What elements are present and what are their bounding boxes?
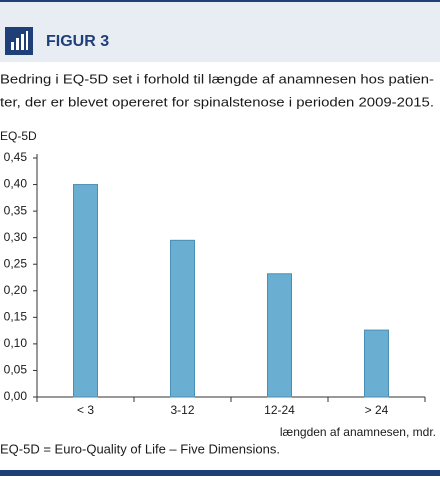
x-tick-label: < 3 (77, 403, 94, 417)
footnote: EQ-5D = Euro-Quality of Life – Five Dime… (0, 441, 280, 456)
y-tick-label: 0,05 (4, 363, 28, 377)
header-band (0, 0, 440, 62)
bar (73, 184, 98, 398)
y-tick-label: 0,45 (4, 150, 28, 164)
y-tick-label: 0,40 (4, 177, 28, 191)
y-tick-label: 0,35 (4, 203, 28, 217)
y-tick-label: 0,00 (4, 389, 28, 403)
bottom-rule (0, 470, 440, 476)
y-tick-label: 0,25 (4, 256, 28, 270)
bar (170, 239, 195, 398)
x-tick-label: > 24 (365, 403, 389, 417)
y-tick-label: 0,30 (4, 230, 28, 244)
x-tick-label: 12-24 (264, 403, 295, 417)
figure-icon (5, 27, 33, 55)
caption-line: Bedring i EQ-5D set i forhold til længde… (0, 71, 434, 86)
bar (267, 273, 292, 398)
y-tick-label: 0,15 (4, 310, 28, 324)
y-tick-label: 0,20 (4, 283, 28, 297)
caption-line: ter, der er blevet opereret for spinalst… (0, 94, 434, 109)
x-axis-label: længden af anamnesen, mdr. (280, 425, 436, 439)
y-tick-label: 0,10 (4, 336, 28, 350)
y-axis-label: EQ-5D (0, 129, 37, 143)
top-rule (0, 0, 440, 2)
x-tick-label: 3-12 (170, 403, 194, 417)
figure-label: FIGUR 3 (46, 33, 109, 50)
bar (364, 329, 389, 398)
